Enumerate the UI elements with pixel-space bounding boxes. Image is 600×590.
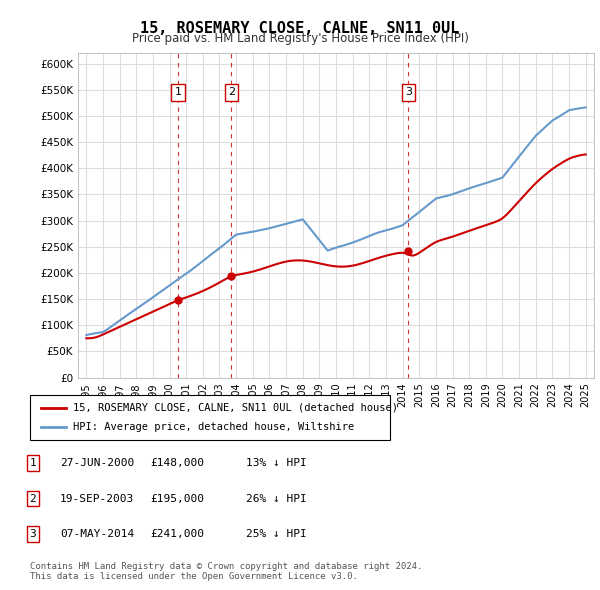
Text: 27-JUN-2000: 27-JUN-2000: [60, 458, 134, 468]
Text: 1: 1: [175, 87, 181, 97]
Text: 3: 3: [405, 87, 412, 97]
Text: 15, ROSEMARY CLOSE, CALNE, SN11 0UL (detached house): 15, ROSEMARY CLOSE, CALNE, SN11 0UL (det…: [73, 403, 398, 412]
Text: 07-MAY-2014: 07-MAY-2014: [60, 529, 134, 539]
Text: Price paid vs. HM Land Registry's House Price Index (HPI): Price paid vs. HM Land Registry's House …: [131, 32, 469, 45]
Text: 19-SEP-2003: 19-SEP-2003: [60, 494, 134, 503]
FancyBboxPatch shape: [30, 395, 390, 440]
Text: 3: 3: [29, 529, 37, 539]
Text: 13% ↓ HPI: 13% ↓ HPI: [246, 458, 307, 468]
Text: £195,000: £195,000: [150, 494, 204, 503]
Text: Contains HM Land Registry data © Crown copyright and database right 2024.
This d: Contains HM Land Registry data © Crown c…: [30, 562, 422, 581]
Text: 25% ↓ HPI: 25% ↓ HPI: [246, 529, 307, 539]
Text: HPI: Average price, detached house, Wiltshire: HPI: Average price, detached house, Wilt…: [73, 422, 355, 432]
Text: £241,000: £241,000: [150, 529, 204, 539]
Text: £148,000: £148,000: [150, 458, 204, 468]
Text: 1: 1: [29, 458, 37, 468]
Text: 15, ROSEMARY CLOSE, CALNE, SN11 0UL: 15, ROSEMARY CLOSE, CALNE, SN11 0UL: [140, 21, 460, 35]
Text: 2: 2: [228, 87, 235, 97]
Text: 26% ↓ HPI: 26% ↓ HPI: [246, 494, 307, 503]
Text: 2: 2: [29, 494, 37, 503]
